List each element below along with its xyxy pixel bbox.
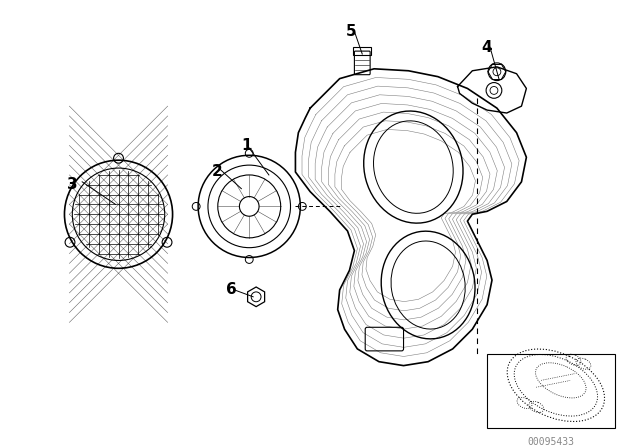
Text: 4: 4 [482, 40, 492, 55]
Bar [487, 354, 615, 427]
Text: 3: 3 [67, 177, 77, 192]
Text: 6: 6 [226, 282, 237, 297]
Text: 1: 1 [241, 138, 252, 153]
Text: 5: 5 [346, 24, 356, 39]
Text: 00095433: 00095433 [527, 437, 575, 448]
Text: 2: 2 [211, 164, 222, 180]
